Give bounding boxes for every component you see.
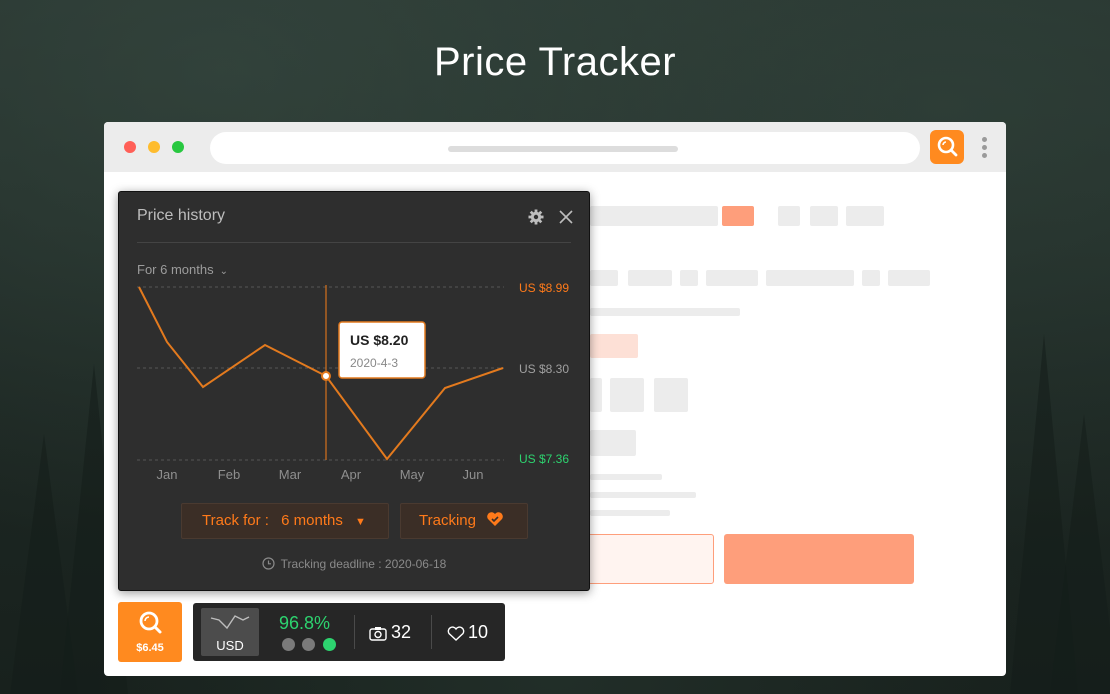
chevron-down-icon: ⌄	[219, 266, 228, 277]
placeholder-block	[810, 206, 838, 226]
search-icon	[937, 136, 958, 157]
month-tick: Feb	[218, 467, 240, 482]
sad-face-icon	[282, 638, 295, 651]
heart-icon	[487, 512, 503, 526]
month-axis: Jan Feb Mar Apr May Jun	[157, 467, 484, 482]
price-tracker-widget-button[interactable]: $6.45	[118, 602, 182, 662]
currency-toggle[interactable]: USD	[201, 608, 259, 656]
price-tooltip: US $8.20 2020-4-3	[338, 321, 426, 379]
track-for-prefix: Track for :	[202, 512, 269, 529]
page-title: Price Tracker	[433, 40, 677, 84]
likes-count: 10	[468, 622, 489, 642]
trend-icon	[210, 615, 250, 630]
month-tick: Jan	[157, 467, 178, 482]
placeholder-block	[680, 270, 698, 286]
divider	[137, 242, 571, 243]
close-window-button[interactable]	[124, 141, 136, 153]
divider	[431, 615, 432, 649]
track-for-dropdown[interactable]: Track for : 6 months ▼	[181, 503, 389, 539]
placeholder-block	[590, 430, 636, 456]
placeholder-block	[846, 206, 884, 226]
placeholder-line	[590, 492, 696, 498]
placeholder-line	[590, 308, 740, 316]
primary-action-button[interactable]	[724, 534, 914, 584]
tooltip-date: 2020-4-3	[350, 356, 398, 370]
divider	[354, 615, 355, 649]
placeholder-block	[862, 270, 880, 286]
maximize-window-button[interactable]	[172, 141, 184, 153]
placeholder-block	[610, 378, 644, 412]
placeholder-block	[654, 378, 688, 412]
search-icon	[139, 611, 162, 634]
camera-icon	[369, 627, 387, 641]
tooltip-price: US $8.20	[350, 332, 409, 348]
period-label: For 6 months	[137, 262, 214, 277]
tracking-label: Tracking	[419, 512, 476, 529]
tracking-deadline: Tracking deadline : 2020-06-18	[119, 557, 589, 571]
month-tick: Mar	[279, 467, 302, 482]
happy-face-icon	[323, 638, 336, 651]
currency-label: USD	[216, 638, 244, 653]
price-history-popup: Price history For 6 months ⌄ Jan Feb	[118, 191, 590, 591]
stats-bar: USD 96.8% 32 10	[193, 603, 505, 661]
price-mid-label: US $8.30	[519, 362, 569, 376]
track-for-value: 6 months	[281, 512, 343, 529]
minimize-window-button[interactable]	[148, 141, 160, 153]
heart-icon	[447, 626, 465, 641]
placeholder-line	[590, 510, 670, 516]
placeholder-block	[778, 206, 800, 226]
month-tick: Jun	[463, 467, 484, 482]
secondary-action-button[interactable]	[582, 534, 714, 584]
neutral-face-icon	[302, 638, 315, 651]
rating-percent: 96.8%	[279, 613, 331, 633]
gear-icon[interactable]	[527, 208, 545, 226]
period-selector[interactable]: For 6 months ⌄	[137, 262, 228, 277]
clock-icon	[262, 557, 275, 570]
month-tick: Apr	[341, 467, 362, 482]
placeholder-block	[590, 378, 602, 412]
placeholder-block	[888, 270, 930, 286]
price-line	[138, 286, 504, 461]
price-high-label: US $8.99	[519, 281, 569, 295]
placeholder-block	[590, 334, 638, 358]
placeholder-block	[722, 206, 754, 226]
current-price: $6.45	[136, 642, 164, 654]
price-history-chart: Jan Feb Mar Apr May Jun US $8.99 US $8.3…	[137, 281, 569, 482]
browser-toolbar	[104, 122, 1006, 172]
price-tracker-extension-button[interactable]	[930, 130, 964, 164]
placeholder-block	[628, 270, 672, 286]
popup-title: Price history	[137, 207, 226, 224]
caret-down-icon: ▼	[355, 516, 366, 528]
placeholder-line	[590, 474, 662, 480]
more-menu-icon[interactable]	[980, 135, 988, 161]
photos-count: 32	[391, 622, 412, 642]
month-tick: May	[400, 467, 425, 482]
placeholder-block	[590, 206, 718, 226]
selected-point[interactable]	[321, 371, 331, 381]
placeholder-block	[706, 270, 758, 286]
address-placeholder-line	[448, 146, 678, 152]
placeholder-block	[766, 270, 854, 286]
price-low-label: US $7.36	[519, 452, 569, 466]
deadline-text: Tracking deadline : 2020-06-18	[280, 557, 447, 571]
close-icon[interactable]	[557, 208, 575, 226]
placeholder-block	[590, 270, 618, 286]
tracking-button[interactable]: Tracking	[400, 503, 528, 539]
